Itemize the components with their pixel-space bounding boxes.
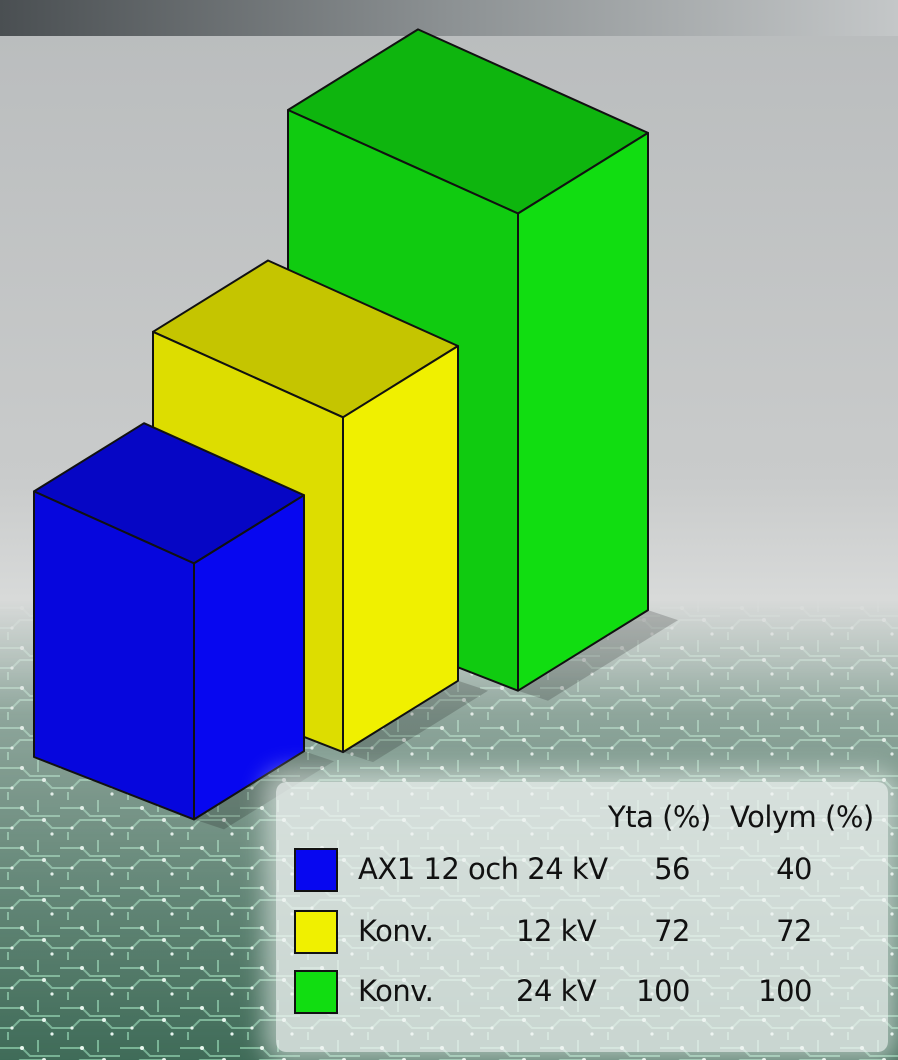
bar-shadow-blue [194,751,334,830]
legend-voltage-green: 24 kV [516,974,597,1008]
legend-panel [276,782,888,1052]
bar-side-green [517,131,649,692]
legend-yta-blue: 56 [654,852,690,886]
legend-volym-green: 100 [758,974,812,1008]
bar-side-blue [193,494,305,821]
legend-swatch-green [294,970,338,1014]
legend-label-yellow: Konv. [358,914,434,948]
legend-label-green: Konv. [358,974,434,1008]
bar-blue [33,422,334,830]
bar-shadow-green [518,610,678,701]
legend-yta-green: 100 [636,974,690,1008]
legend-swatch-yellow [294,910,338,954]
bar-group [33,28,678,830]
legend-volym-yellow: 72 [776,914,812,948]
legend-label-blue: AX1 12 och 24 kV [358,852,608,886]
legend-voltage-yellow: 12 kV [516,914,597,948]
header-volym: Volym (%) [730,800,874,834]
legend-volym-blue: 40 [776,852,812,886]
legend-swatch-blue [294,848,338,892]
header-yta: Yta (%) [608,800,711,834]
legend-yta-yellow: 72 [654,914,690,948]
bar-side-yellow [342,345,459,754]
top-band [0,0,898,36]
bar-shadow-yellow [343,680,488,763]
